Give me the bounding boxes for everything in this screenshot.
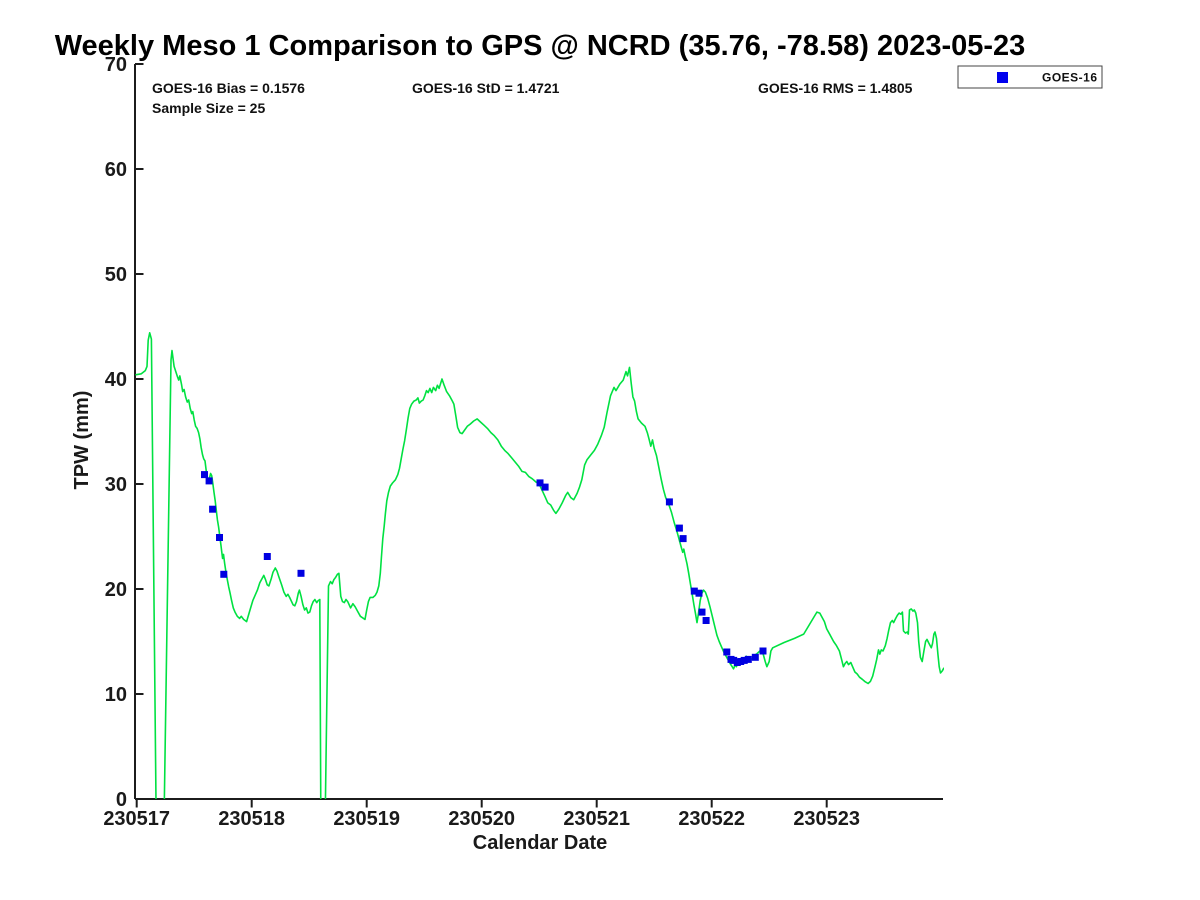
y-tick-label: 20 [105, 579, 127, 601]
legend: GOES-16 [957, 65, 1103, 89]
goes16-marker [751, 653, 759, 661]
legend-box [957, 65, 1103, 89]
plot-area [135, 331, 944, 799]
goes16-marker [744, 655, 752, 663]
y-axis-label: TPW (mm) [71, 391, 93, 490]
axes: 0 10 20 30 40 50 60 70 230517 230518 230519 230520… [103, 54, 943, 830]
goes16-marker [263, 553, 271, 560]
y-tick-label: 70 [105, 54, 127, 76]
goes16-marker [216, 534, 223, 541]
goes16-marker [675, 524, 683, 532]
y-tick-label: 40 [105, 369, 127, 391]
y-tick-label: 0 [116, 789, 127, 811]
goes16-marker [541, 483, 549, 491]
x-axis-label: Calendar Date [473, 832, 608, 854]
y-ticks: 0 10 20 30 40 50 60 70 [105, 54, 144, 811]
goes16-marker [679, 535, 687, 543]
goes16-marker [209, 505, 217, 513]
x-tick-label: 230517 [103, 808, 170, 830]
goes16-marker [695, 589, 703, 597]
goes16-marker [702, 617, 710, 624]
stat-std: GOES-16 StD = 1.4721 [412, 80, 560, 96]
goes16-marker [297, 569, 305, 577]
goes16-marker [698, 608, 706, 616]
goes16-markers [201, 471, 767, 666]
x-tick-label: 230520 [448, 808, 515, 830]
goes16-marker [665, 498, 673, 506]
x-tick-label: 230518 [218, 808, 285, 830]
goes16-marker [740, 656, 748, 664]
gps-line [135, 331, 944, 799]
goes16-marker [690, 587, 698, 595]
stat-rms: GOES-16 RMS = 1.4805 [758, 80, 913, 96]
goes16-marker [220, 570, 228, 578]
goes16-marker [201, 471, 208, 479]
goes16-marker [759, 647, 767, 655]
x-tick-label: 230521 [563, 808, 630, 830]
stat-bias: GOES-16 Bias = 0.1576 [152, 80, 305, 96]
x-ticks: 230517 230518 230519 230520 230521 230522 2305… [103, 799, 860, 830]
goes16-marker [536, 479, 544, 487]
goes16-legend-marker-icon [997, 72, 1008, 83]
x-tick-label: 230519 [333, 808, 400, 830]
y-tick-label: 60 [105, 159, 127, 181]
legend-label: GOES-16 [1042, 71, 1098, 85]
stat-sample-size: Sample Size = 25 [152, 100, 265, 116]
goes16-marker [723, 648, 731, 656]
y-tick-label: 30 [105, 474, 127, 496]
y-tick-label: 10 [105, 684, 127, 706]
y-tick-label: 50 [105, 264, 127, 286]
x-tick-label: 230522 [678, 808, 745, 830]
chart-title: Weekly Meso 1 Comparison to GPS @ NCRD (… [55, 30, 1026, 62]
goes16-marker [205, 477, 213, 485]
goes16-marker [730, 656, 738, 664]
x-tick-label: 230523 [793, 808, 860, 830]
